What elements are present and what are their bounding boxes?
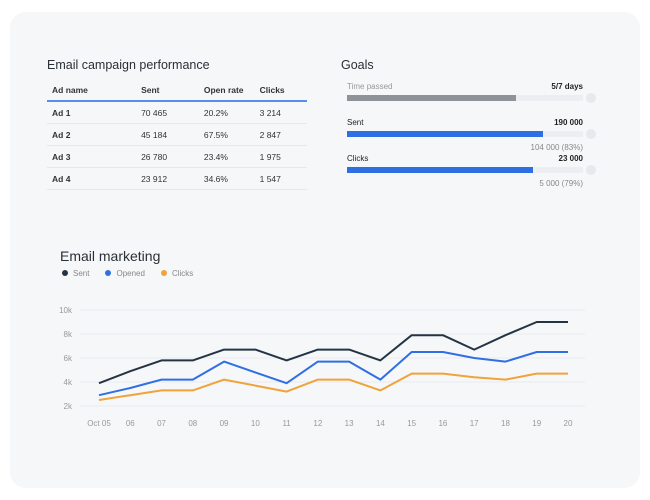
chart-legend: Sent Opened Clicks <box>62 269 193 278</box>
x-tick-label: 12 <box>313 419 322 428</box>
y-tick-label: 8k <box>64 330 73 339</box>
table-cell: Ad 2 <box>47 123 141 146</box>
goal-target: 23 000 <box>558 154 583 163</box>
legend-item[interactable]: Clicks <box>160 269 194 278</box>
chart-title: Email marketing <box>60 248 161 264</box>
table-cell: 34.6% <box>202 167 259 190</box>
table-cell: 70 465 <box>140 101 203 124</box>
table-cell: 1 975 <box>258 145 307 168</box>
x-tick-label: 14 <box>376 419 385 428</box>
x-tick-label: 08 <box>188 419 197 428</box>
goal-handle[interactable] <box>586 129 596 139</box>
table-cell: 3 214 <box>258 101 307 124</box>
x-tick-label: 17 <box>470 419 479 428</box>
table-cell: Ad 4 <box>47 167 141 190</box>
column-header[interactable]: Sent <box>140 80 203 102</box>
goal-progress-bar <box>347 167 583 173</box>
y-tick-label: 4k <box>64 378 73 387</box>
goals-title: Goals <box>341 58 374 72</box>
x-tick-label: Oct 05 <box>87 419 111 428</box>
series-line-clicks <box>98 372 568 401</box>
table-cell: 2 847 <box>258 123 307 146</box>
goal-handle[interactable] <box>586 93 596 103</box>
x-tick-label: 19 <box>532 419 541 428</box>
x-tick-label: 20 <box>564 419 573 428</box>
table-cell: 67.5% <box>202 123 259 146</box>
goal-label: Time passed <box>347 82 393 91</box>
y-tick-label: 10k <box>59 306 73 315</box>
x-tick-label: 13 <box>345 419 354 428</box>
table-row: Ad 3 26 780 23.4% 1 975 <box>47 145 307 168</box>
legend-item[interactable]: Opened <box>105 269 145 278</box>
series-line-opened <box>98 351 568 397</box>
legend-label: Clicks <box>171 269 194 278</box>
goal-handle[interactable] <box>586 165 596 175</box>
table-cell: Ad 1 <box>47 101 141 124</box>
legend-item[interactable]: Sent <box>62 269 89 278</box>
legend-label: Opened <box>116 269 145 278</box>
goal-target: 190 000 <box>554 118 583 127</box>
table-row: Ad 2 45 184 67.5% 2 847 <box>47 123 307 146</box>
goal-label: Sent <box>347 118 364 127</box>
table-cell: Ad 3 <box>47 145 141 168</box>
x-tick-label: 15 <box>407 419 416 428</box>
y-tick-label: 6k <box>64 354 73 363</box>
table-cell: 1 547 <box>258 167 307 190</box>
table-cell: 20.2% <box>202 101 259 124</box>
x-tick-label: 10 <box>251 419 260 428</box>
x-tick-label: 06 <box>126 419 135 428</box>
x-tick-label: 09 <box>220 419 229 428</box>
y-tick-label: 2k <box>64 402 73 411</box>
legend-label: Sent <box>73 269 90 278</box>
campaign-table: Ad name Sent Open rate Clicks Ad 1 70 465 20.2… <box>47 80 307 190</box>
x-tick-label: 07 <box>157 419 166 428</box>
table-row: Ad 4 23 912 34.6% 1 547 <box>47 167 307 190</box>
goal-current: 5 000 (79%) <box>539 179 583 188</box>
table-cell: 23.4% <box>202 145 259 168</box>
column-header[interactable]: Ad name <box>47 80 141 102</box>
table-row: Ad 1 70 465 20.2% 3 214 <box>47 101 307 124</box>
column-header[interactable]: Clicks <box>258 80 307 102</box>
x-tick-label: 18 <box>501 419 510 428</box>
goal-target: 5/7 days <box>551 82 583 91</box>
table-cell: 45 184 <box>140 123 203 146</box>
x-tick-label: 11 <box>282 419 291 428</box>
goal-progress-bar <box>347 131 583 137</box>
x-tick-label: 16 <box>438 419 447 428</box>
series-line-sent <box>98 321 568 385</box>
goal-current: 104 000 (83%) <box>530 143 583 152</box>
goal-label: Clicks <box>347 154 369 163</box>
table-title: Email campaign performance <box>47 58 210 72</box>
table-cell: 23 912 <box>140 167 203 190</box>
column-header[interactable]: Open rate <box>202 80 259 102</box>
goal-progress-bar <box>347 95 583 101</box>
table-cell: 26 780 <box>140 145 203 168</box>
